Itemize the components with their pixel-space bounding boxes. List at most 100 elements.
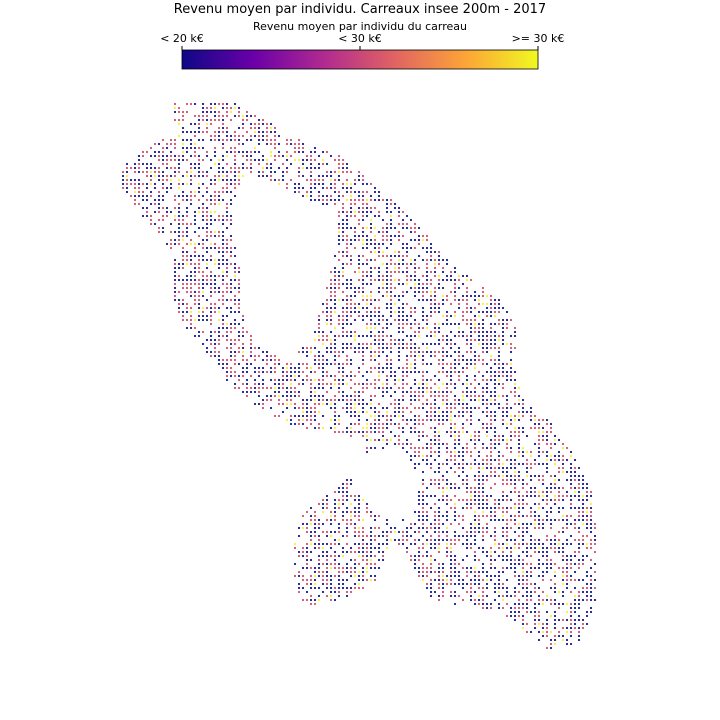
grid-cell — [310, 171, 312, 173]
grid-cell — [418, 383, 420, 385]
grid-cell — [254, 347, 256, 349]
grid-cell — [414, 423, 416, 425]
grid-cell — [514, 435, 516, 437]
grid-cell — [194, 123, 196, 125]
grid-cell — [226, 175, 228, 177]
grid-cell — [346, 299, 348, 301]
grid-cell — [510, 435, 512, 437]
grid-cell — [354, 523, 356, 525]
grid-cell — [362, 555, 364, 557]
grid-cell — [410, 543, 412, 545]
grid-cell — [330, 515, 332, 517]
grid-cell — [474, 531, 476, 533]
grid-cell — [318, 323, 320, 325]
grid-cell — [530, 535, 532, 537]
grid-cell — [514, 479, 516, 481]
grid-cell — [354, 563, 356, 565]
grid-cell — [338, 335, 340, 337]
grid-cell — [402, 539, 404, 541]
grid-cell — [518, 463, 520, 465]
grid-cell — [286, 171, 288, 173]
grid-cell — [590, 515, 592, 517]
grid-cell — [418, 551, 420, 553]
grid-cell — [470, 327, 472, 329]
grid-cell — [546, 595, 548, 597]
grid-cell — [446, 583, 448, 585]
grid-cell — [474, 351, 476, 353]
grid-cell — [370, 259, 372, 261]
grid-cell — [226, 271, 228, 273]
grid-cell — [198, 207, 200, 209]
grid-cell — [502, 499, 504, 501]
grid-cell — [390, 275, 392, 277]
grid-cell — [550, 511, 552, 513]
grid-cell — [246, 119, 248, 121]
grid-cell — [230, 239, 232, 241]
grid-cell — [162, 159, 164, 161]
grid-cell — [350, 519, 352, 521]
grid-cell — [358, 423, 360, 425]
grid-cell — [174, 295, 176, 297]
grid-cell — [418, 395, 420, 397]
grid-cell — [574, 523, 576, 525]
grid-cell — [158, 171, 160, 173]
grid-cell — [426, 335, 428, 337]
grid-cell — [494, 383, 496, 385]
grid-cell — [210, 283, 212, 285]
grid-cell — [382, 251, 384, 253]
grid-cell — [350, 283, 352, 285]
grid-cell — [518, 579, 520, 581]
grid-cell — [346, 335, 348, 337]
grid-cell — [378, 527, 380, 529]
grid-cell — [434, 407, 436, 409]
grid-cell — [218, 163, 220, 165]
grid-cell — [158, 179, 160, 181]
grid-cell — [234, 183, 236, 185]
grid-cell — [370, 335, 372, 337]
grid-cell — [198, 295, 200, 297]
grid-cell — [418, 435, 420, 437]
grid-cell — [314, 151, 316, 153]
grid-cell — [318, 539, 320, 541]
grid-cell — [522, 559, 524, 561]
grid-cell — [226, 331, 228, 333]
grid-cell — [398, 427, 400, 429]
grid-cell — [422, 543, 424, 545]
grid-cell — [466, 375, 468, 377]
grid-cell — [354, 375, 356, 377]
grid-cell — [446, 519, 448, 521]
grid-cell — [330, 319, 332, 321]
grid-cell — [266, 167, 268, 169]
grid-cell — [318, 523, 320, 525]
grid-cell — [294, 395, 296, 397]
grid-cell — [570, 479, 572, 481]
grid-cell — [466, 295, 468, 297]
grid-cell — [238, 347, 240, 349]
grid-cell — [538, 427, 540, 429]
grid-cell — [514, 615, 516, 617]
grid-cell — [574, 563, 576, 565]
grid-cell — [562, 559, 564, 561]
grid-cell — [534, 463, 536, 465]
grid-cell — [374, 279, 376, 281]
grid-cell — [518, 575, 520, 577]
grid-cell — [322, 387, 324, 389]
grid-cell — [230, 339, 232, 341]
grid-cell — [498, 507, 500, 509]
grid-cell — [442, 259, 444, 261]
grid-cell — [430, 283, 432, 285]
grid-cell — [182, 255, 184, 257]
grid-cell — [482, 503, 484, 505]
grid-cell — [378, 371, 380, 373]
grid-cell — [250, 155, 252, 157]
grid-cell — [430, 311, 432, 313]
grid-cell — [470, 571, 472, 573]
grid-cell — [286, 395, 288, 397]
grid-cell — [418, 399, 420, 401]
grid-cell — [490, 547, 492, 549]
grid-cell — [474, 479, 476, 481]
grid-cell — [466, 343, 468, 345]
grid-cell — [182, 147, 184, 149]
grid-cell — [206, 119, 208, 121]
grid-cell — [326, 563, 328, 565]
